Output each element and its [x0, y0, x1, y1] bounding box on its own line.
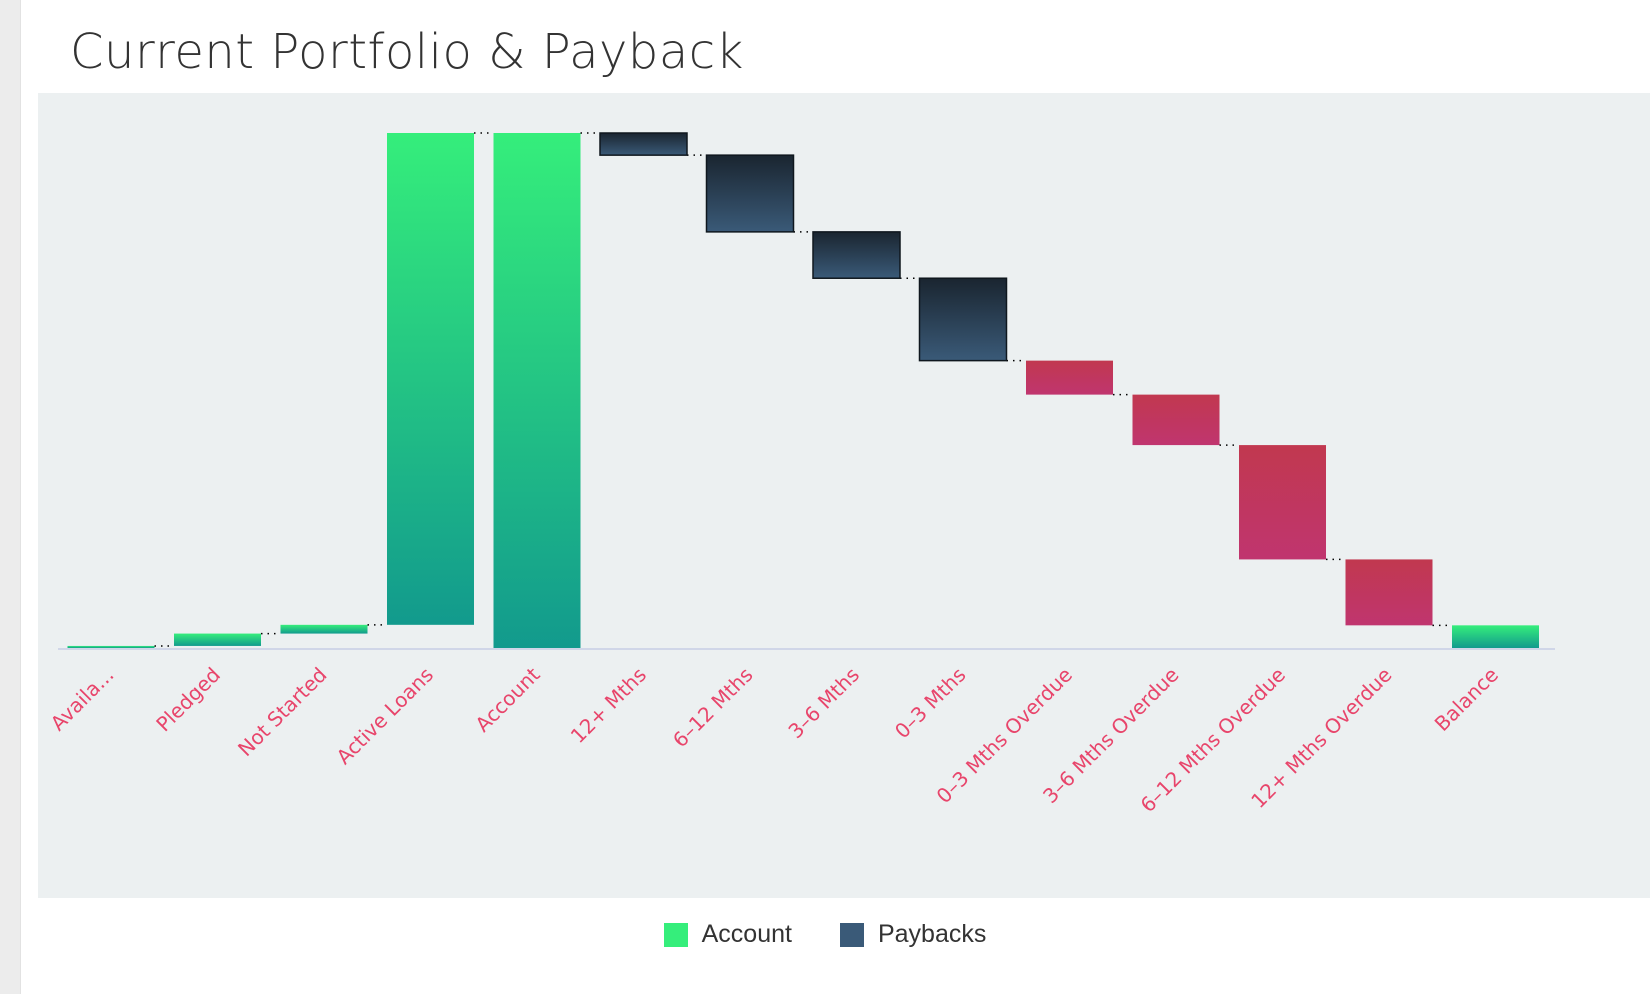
plot-area [38, 93, 1650, 898]
legend-item-paybacks[interactable]: Paybacks [839, 920, 987, 949]
bar-0-3-mths-overdue[interactable] [1026, 360, 1113, 395]
x-tick-label: Active Loans [332, 663, 438, 769]
bar-0-3-mths[interactable] [918, 277, 1008, 362]
bar-account[interactable] [493, 133, 581, 648]
connector-lines [154, 132, 1452, 647]
x-tick-label: Balance [1430, 663, 1503, 736]
bar-3-6-mths-overdue[interactable] [1132, 394, 1220, 446]
x-tick-label: 3–6 Mths [783, 663, 864, 744]
bar-3-6-mths[interactable] [812, 231, 901, 279]
chart-title: Current Portfolio & Payback [70, 24, 744, 80]
legend-swatch-account [663, 922, 688, 947]
x-tick-label: Pledged [151, 663, 225, 737]
legend-swatch-paybacks [839, 922, 864, 947]
bar-6-12-mths[interactable] [705, 154, 795, 233]
x-tick-label: 12+ Mths [566, 663, 651, 748]
x-tick-label: Not Started [233, 663, 331, 761]
x-tick-labels: Availa... Pledged Not Started Active Loans A… [46, 662, 1503, 817]
x-tick-label: 0–3 Mths [890, 663, 971, 744]
legend: Account Paybacks [0, 920, 1650, 949]
bar-pledged[interactable] [174, 633, 261, 646]
x-tick-label: 6–12 Mths [668, 663, 758, 753]
legend-label-paybacks: Paybacks [877, 920, 987, 948]
bar-availa[interactable] [67, 645, 155, 648]
legend-item-account[interactable]: Account [663, 920, 792, 949]
bar-12-mths-overdue[interactable] [1345, 559, 1433, 626]
x-tick-label: Availa... [46, 663, 119, 736]
bar-not-started[interactable] [280, 624, 368, 634]
legend-label-account: Account [701, 920, 792, 948]
bar-12-mths[interactable] [599, 132, 688, 156]
bars-group [67, 132, 1539, 648]
bar-balance[interactable] [1452, 625, 1539, 648]
bar-6-12-mths-overdue[interactable] [1239, 445, 1326, 560]
bar-active-loans[interactable] [387, 133, 474, 625]
x-tick-label: Account [470, 662, 544, 736]
